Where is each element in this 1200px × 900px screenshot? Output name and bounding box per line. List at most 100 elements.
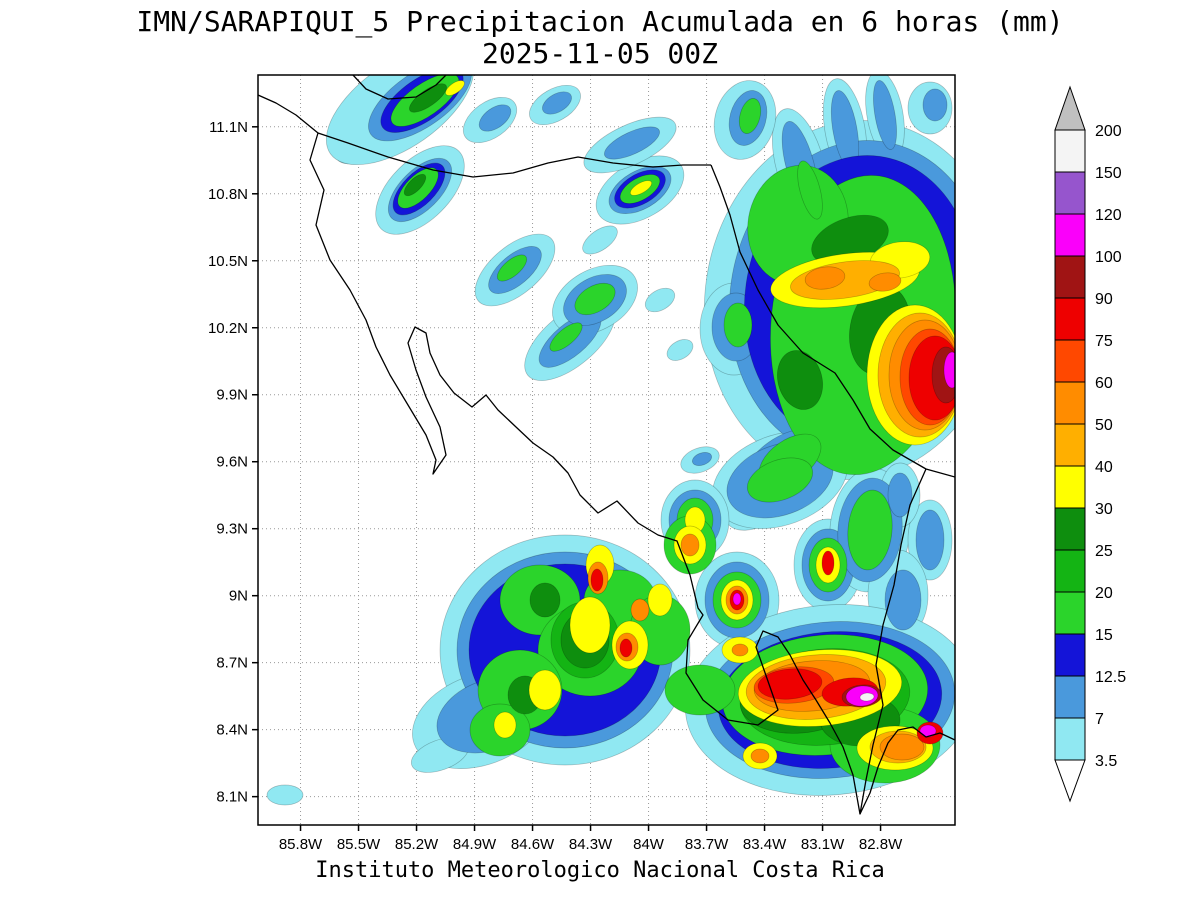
- colorbar-label: 40: [1095, 459, 1113, 476]
- colorbar-segment: [1054, 129, 1086, 173]
- precip-blob: [619, 638, 633, 658]
- colorbar-label: 3.5: [1095, 753, 1117, 770]
- map-plot-area: 85.8W 85.5W 85.2W 84.9W 84.6W 84.3W 84W 83.7W 83…: [198, 65, 995, 875]
- coastline-path: [710, 164, 955, 478]
- colorbar-label: 90: [1095, 291, 1113, 308]
- chart-title: IMN/SARAPIQUI_5 Precipitacion Acumulada …: [136, 5, 1064, 38]
- precip-blob: [604, 126, 660, 160]
- colorbar-segment: [1054, 255, 1086, 299]
- colorbar-label: 100: [1095, 249, 1122, 266]
- colorbar-label: 75: [1095, 333, 1113, 350]
- x-tick-label: 85.5W: [337, 836, 381, 853]
- precip-blob: [757, 668, 823, 700]
- x-tick-label: 84.3W: [569, 836, 613, 853]
- precip-blob: [569, 596, 611, 654]
- x-tick-label: 85.2W: [395, 836, 439, 853]
- coastline-path: [352, 75, 447, 100]
- colorbar-segment: [1054, 171, 1086, 215]
- y-tick-label: 8.1N: [216, 789, 248, 806]
- precip-blob: [750, 748, 770, 764]
- precip-blob: [647, 583, 673, 617]
- y-tick-label: 8.4N: [216, 722, 248, 739]
- precip-blob: [549, 322, 583, 352]
- precip-blob: [847, 489, 893, 571]
- plot-frame: [257, 74, 956, 826]
- precip-blob: [732, 592, 742, 606]
- coastline-path: [317, 132, 711, 178]
- precip-blob: [478, 104, 512, 132]
- precipitation-shading: [266, 75, 955, 806]
- x-tick-label: 83.1W: [801, 836, 845, 853]
- colorbar-label: 120: [1095, 207, 1122, 224]
- y-tick-label: 9N: [229, 588, 248, 605]
- precip-blob: [574, 282, 616, 316]
- precip-blob: [680, 533, 700, 557]
- y-tick-label: 8.7N: [216, 655, 248, 672]
- colorbar-top-arrow: [1054, 85, 1086, 131]
- precip-blob: [915, 509, 945, 571]
- precip-blob: [629, 180, 653, 196]
- y-tick-label: 9.9N: [216, 387, 248, 404]
- x-tick-label: 84W: [633, 836, 665, 853]
- colorbar-segment: [1054, 297, 1086, 341]
- colorbar-label: 30: [1095, 501, 1113, 518]
- precip-blob: [873, 80, 897, 150]
- colorbar-label: 200: [1095, 123, 1122, 140]
- precip-blob: [821, 550, 835, 576]
- footer-text: Instituto Meteorologico Nacional Costa R…: [315, 858, 885, 883]
- colorbar-label: 7: [1095, 711, 1104, 728]
- coastlines: [258, 75, 955, 815]
- precip-blob: [777, 350, 823, 410]
- precip-blob: [746, 457, 814, 503]
- precip-blob: [804, 266, 846, 290]
- colorbar-segment: [1054, 549, 1086, 593]
- y-tick-label: 9.6N: [216, 454, 248, 471]
- chart-subtitle: 2025-11-05 00Z: [481, 37, 718, 70]
- precip-blob: [666, 339, 694, 361]
- precip-blob: [582, 225, 618, 255]
- x-tick-label: 85.8W: [279, 836, 323, 853]
- precip-blob: [922, 88, 948, 122]
- colorbar-segment: [1054, 591, 1086, 635]
- x-tick-label: 82.8W: [859, 836, 903, 853]
- colorbar-label: 150: [1095, 165, 1122, 182]
- y-tick-label: 10.8N: [208, 186, 248, 203]
- colorbar-segment: [1054, 465, 1086, 509]
- colorbar-label: 60: [1095, 375, 1113, 392]
- precip-blob: [868, 272, 902, 292]
- colorbar-segment: [1054, 381, 1086, 425]
- x-tick-label: 84.6W: [511, 836, 555, 853]
- precip-blob: [664, 664, 736, 716]
- precip-blob: [859, 692, 875, 702]
- colorbar-bottom-arrow: [1054, 759, 1086, 803]
- precip-blob: [493, 711, 517, 739]
- precip-blob: [731, 643, 749, 657]
- y-tick-label: 9.3N: [216, 521, 248, 538]
- colorbar-segment: [1054, 675, 1086, 719]
- precip-blob: [542, 91, 572, 115]
- colorbar-label: 12.5: [1095, 669, 1126, 686]
- x-tick-label: 83.4W: [743, 836, 787, 853]
- precip-blob: [943, 351, 955, 389]
- colorbar-segment: [1054, 507, 1086, 551]
- colorbar-segment: [1054, 423, 1086, 467]
- colorbar-segment: [1054, 633, 1086, 677]
- precip-blob: [529, 582, 561, 618]
- colorbar-label: 15: [1095, 627, 1113, 644]
- precip-blob: [692, 452, 712, 466]
- colorbar: 200 150 120 100 90 75 60 50 40 30 25 20 15 12.5 7 3.5: [1040, 85, 1200, 825]
- precip-blob: [496, 254, 528, 282]
- precip-blob: [409, 83, 447, 113]
- colorbar-segment: [1054, 717, 1086, 761]
- precip-blob: [879, 733, 925, 761]
- x-tick-label: 84.9W: [453, 836, 497, 853]
- x-tick-label: 83.7W: [685, 836, 729, 853]
- y-tick-label: 11.1N: [209, 119, 248, 136]
- y-tick-label: 10.5N: [208, 253, 248, 270]
- precip-blob: [528, 669, 562, 711]
- colorbar-label: 20: [1095, 585, 1113, 602]
- precip-blob: [738, 98, 762, 134]
- precip-blob: [445, 80, 465, 96]
- colorbar-segment: [1054, 213, 1086, 257]
